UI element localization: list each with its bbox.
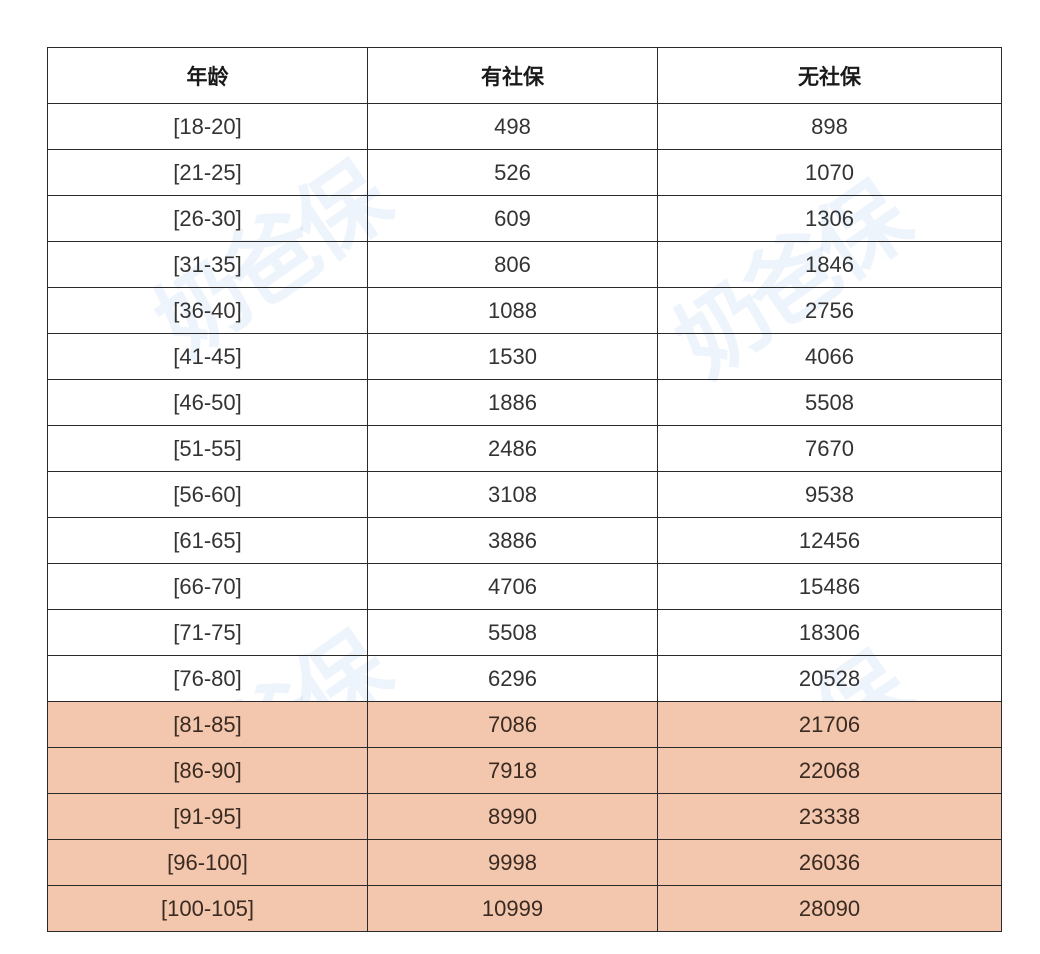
cell-age: [41-45] xyxy=(47,333,368,380)
table-row: [51-55] 2486 7670 xyxy=(47,425,1002,472)
cell-with-insurance: 7918 xyxy=(367,747,658,794)
header-age: 年龄 xyxy=(47,47,368,104)
cell-with-insurance: 609 xyxy=(367,195,658,242)
header-row: 年龄 有社保 无社保 xyxy=(47,47,1002,104)
cell-without-insurance: 21706 xyxy=(657,701,1002,748)
table-row: [61-65] 3886 12456 xyxy=(47,517,1002,564)
cell-age: [61-65] xyxy=(47,517,368,564)
cell-age: [26-30] xyxy=(47,195,368,242)
cell-with-insurance: 7086 xyxy=(367,701,658,748)
cell-with-insurance: 806 xyxy=(367,241,658,288)
table-row-highlighted: [91-95] 8990 23338 xyxy=(47,793,1002,840)
cell-with-insurance: 1886 xyxy=(367,379,658,426)
header-without-insurance: 无社保 xyxy=(657,47,1002,104)
cell-age: [91-95] xyxy=(47,793,368,840)
cell-without-insurance: 7670 xyxy=(657,425,1002,472)
cell-age: [86-90] xyxy=(47,747,368,794)
cell-age: [56-60] xyxy=(47,471,368,518)
cell-without-insurance: 4066 xyxy=(657,333,1002,380)
cell-without-insurance: 898 xyxy=(657,103,1002,150)
cell-age: [66-70] xyxy=(47,563,368,610)
cell-age: [96-100] xyxy=(47,839,368,886)
premium-table-container: 年龄 有社保 无社保 [18-20] 498 898 [21-25] 526 1… xyxy=(47,47,1002,932)
cell-without-insurance: 28090 xyxy=(657,885,1002,932)
cell-with-insurance: 5508 xyxy=(367,609,658,656)
cell-with-insurance: 1088 xyxy=(367,287,658,334)
cell-age: [76-80] xyxy=(47,655,368,702)
cell-with-insurance: 10999 xyxy=(367,885,658,932)
cell-with-insurance: 2486 xyxy=(367,425,658,472)
table-row-highlighted: [81-85] 7086 21706 xyxy=(47,701,1002,748)
cell-without-insurance: 1306 xyxy=(657,195,1002,242)
cell-with-insurance: 1530 xyxy=(367,333,658,380)
cell-without-insurance: 9538 xyxy=(657,471,1002,518)
table-row: [36-40] 1088 2756 xyxy=(47,287,1002,334)
cell-age: [21-25] xyxy=(47,149,368,196)
cell-without-insurance: 20528 xyxy=(657,655,1002,702)
table-row: [56-60] 3108 9538 xyxy=(47,471,1002,518)
table-row: [66-70] 4706 15486 xyxy=(47,563,1002,610)
cell-with-insurance: 6296 xyxy=(367,655,658,702)
cell-without-insurance: 26036 xyxy=(657,839,1002,886)
cell-without-insurance: 12456 xyxy=(657,517,1002,564)
cell-without-insurance: 15486 xyxy=(657,563,1002,610)
cell-with-insurance: 8990 xyxy=(367,793,658,840)
cell-age: [51-55] xyxy=(47,425,368,472)
cell-with-insurance: 498 xyxy=(367,103,658,150)
table-row: [46-50] 1886 5508 xyxy=(47,379,1002,426)
cell-without-insurance: 23338 xyxy=(657,793,1002,840)
cell-without-insurance: 1070 xyxy=(657,149,1002,196)
table-row: [21-25] 526 1070 xyxy=(47,149,1002,196)
cell-with-insurance: 3886 xyxy=(367,517,658,564)
cell-without-insurance: 22068 xyxy=(657,747,1002,794)
premium-table: 年龄 有社保 无社保 [18-20] 498 898 [21-25] 526 1… xyxy=(47,47,1002,932)
table-row-highlighted: [96-100] 9998 26036 xyxy=(47,839,1002,886)
cell-without-insurance: 1846 xyxy=(657,241,1002,288)
table-row-highlighted: [86-90] 7918 22068 xyxy=(47,747,1002,794)
cell-without-insurance: 5508 xyxy=(657,379,1002,426)
cell-age: [71-75] xyxy=(47,609,368,656)
table-row: [76-80] 6296 20528 xyxy=(47,655,1002,702)
table-row: [71-75] 5508 18306 xyxy=(47,609,1002,656)
table-row: [26-30] 609 1306 xyxy=(47,195,1002,242)
cell-age: [36-40] xyxy=(47,287,368,334)
table-body: [18-20] 498 898 [21-25] 526 1070 [26-30]… xyxy=(47,103,1002,932)
table-row-highlighted: [100-105] 10999 28090 xyxy=(47,885,1002,932)
cell-age: [18-20] xyxy=(47,103,368,150)
cell-age: [46-50] xyxy=(47,379,368,426)
cell-without-insurance: 2756 xyxy=(657,287,1002,334)
cell-without-insurance: 18306 xyxy=(657,609,1002,656)
table-row: [31-35] 806 1846 xyxy=(47,241,1002,288)
table-row: [41-45] 1530 4066 xyxy=(47,333,1002,380)
cell-with-insurance: 3108 xyxy=(367,471,658,518)
cell-age: [100-105] xyxy=(47,885,368,932)
header-with-insurance: 有社保 xyxy=(367,47,658,104)
cell-age: [31-35] xyxy=(47,241,368,288)
cell-with-insurance: 9998 xyxy=(367,839,658,886)
cell-with-insurance: 526 xyxy=(367,149,658,196)
cell-with-insurance: 4706 xyxy=(367,563,658,610)
cell-age: [81-85] xyxy=(47,701,368,748)
table-row: [18-20] 498 898 xyxy=(47,103,1002,150)
